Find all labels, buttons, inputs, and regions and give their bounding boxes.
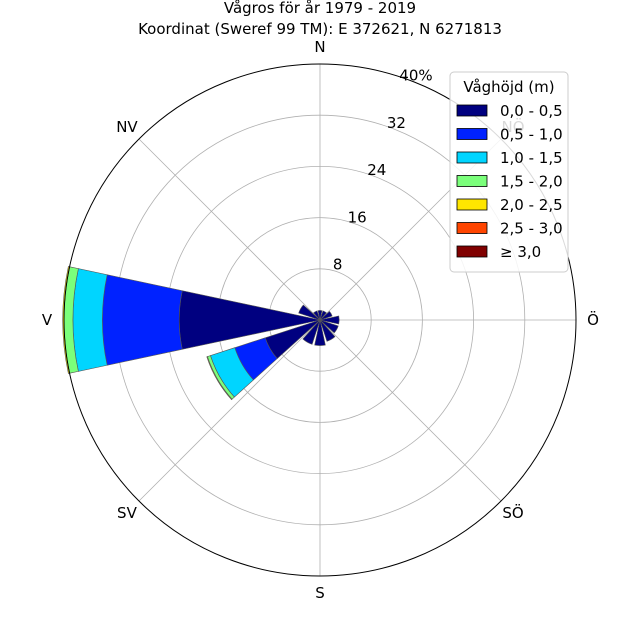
chart-title: Vågros för år 1979 - 2019 <box>224 0 416 17</box>
legend-label-6: ≥ 3,0 <box>500 243 541 261</box>
chart-subtitle: Koordinat (Sweref 99 TM): E 372621, N 62… <box>138 20 502 38</box>
legend-label-1: 0,5 - 1,0 <box>500 126 563 144</box>
legend-label-2: 1,0 - 1,5 <box>500 149 563 167</box>
rose-bar-sector-9-bin-2 <box>72 268 108 372</box>
radial-tick-label-4: 40% <box>399 66 432 84</box>
grid-spoke <box>138 319 321 502</box>
radial-tick-label-3: 32 <box>387 114 406 132</box>
radial-tick-labels: 8 16 24 32 40% <box>333 66 433 273</box>
direction-label-3: SV <box>117 504 138 522</box>
rose-bar-sector-0-bin-0 <box>317 310 323 321</box>
outer-frame <box>63 63 577 577</box>
rose-bar-sector-3-bin-0 <box>319 315 340 325</box>
grid-spoke <box>319 319 502 502</box>
direction-label-0: N <box>314 38 325 56</box>
rose-bars <box>62 266 340 401</box>
legend-frame <box>449 71 569 273</box>
rose-bar-sector-6-bin-0 <box>314 319 326 346</box>
direction-label-4: S <box>315 584 325 602</box>
rose-bar-sector-9-bin-1 <box>102 274 183 366</box>
legend-swatch-6 <box>456 245 488 258</box>
radial-tick-label-2: 24 <box>367 161 386 179</box>
legend-label-3: 1,5 - 2,0 <box>500 173 563 191</box>
rose-bar-sector-7-bin-0 <box>302 319 321 345</box>
legend-swatch-5 <box>456 222 488 234</box>
legend: Våghöjd (m) 0,0 - 0,5 0,5 - 1,0 1,0 - 1,5 1… <box>449 71 569 273</box>
rose-bar-sector-9-bin-0 <box>178 290 321 350</box>
legend-swatch-3 <box>456 175 488 187</box>
direction-label-1: NV <box>116 118 138 136</box>
legend-label-0: 0,0 - 0,5 <box>500 102 563 120</box>
rose-bar-sector-5-bin-0 <box>319 319 336 342</box>
legend-label-4: 2,0 - 2,5 <box>500 196 563 214</box>
rose-bar-sector-11-bin-0 <box>313 310 321 321</box>
legend-swatch-4 <box>456 198 488 211</box>
legend-swatch-0 <box>456 104 488 117</box>
radial-tick-label-0: 8 <box>333 256 343 274</box>
direction-label-5: SÖ <box>502 503 523 522</box>
rose-bar-sector-2-bin-0 <box>319 311 333 321</box>
radial-tick-label-1: 16 <box>348 208 367 226</box>
legend-swatch-2 <box>456 151 488 164</box>
rose-bar-sector-8-bin-4 <box>206 356 233 401</box>
rose-bar-sector-1-bin-0 <box>319 310 327 321</box>
direction-label-2: V <box>42 311 53 329</box>
grid-spoke <box>138 138 321 321</box>
legend-label-5: 2,5 - 3,0 <box>500 220 563 238</box>
legend-title: Våghöjd (m) <box>463 78 554 96</box>
rose-bar-sector-10-bin-0 <box>298 304 321 321</box>
rose-bar-sector-4-bin-0 <box>319 319 339 334</box>
legend-swatch-1 <box>456 128 488 140</box>
legend-items: 0,0 - 0,5 0,5 - 1,0 1,0 - 1,5 1,5 - 2,0 2,0 … <box>456 102 563 261</box>
direction-label-6: Ö <box>587 310 599 329</box>
